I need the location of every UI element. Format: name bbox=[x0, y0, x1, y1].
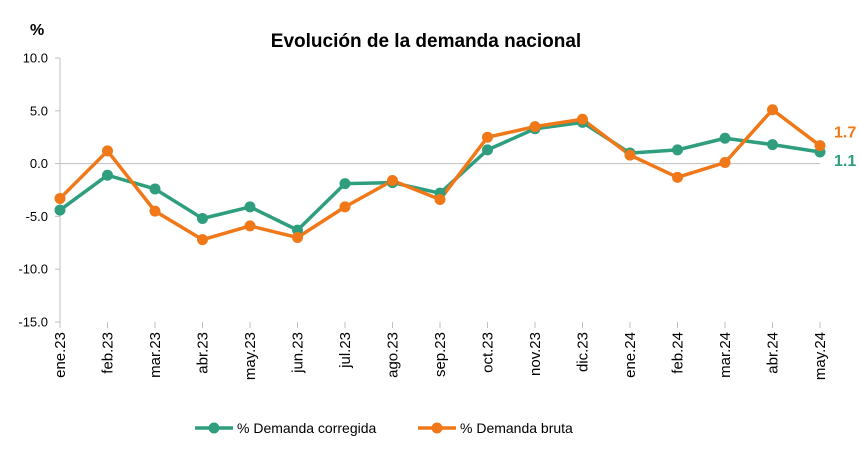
data-point bbox=[292, 232, 303, 244]
data-point bbox=[149, 205, 161, 217]
y-axis-ticks: -15.0 -10.0 -5.0 0.0 5.0 10.0 bbox=[18, 51, 60, 330]
data-point bbox=[672, 144, 683, 156]
x-tick-label: feb.23 bbox=[100, 332, 117, 374]
series-points bbox=[54, 104, 826, 246]
x-tick-label: nov.23 bbox=[527, 332, 544, 376]
series-lines bbox=[58, 107, 822, 242]
series-line-0 bbox=[58, 120, 821, 232]
y-tick-label: 5.0 bbox=[30, 103, 48, 118]
legend-label: % Demanda bruta bbox=[460, 420, 573, 436]
data-point bbox=[197, 213, 208, 225]
x-tick-label: dic.23 bbox=[575, 332, 592, 372]
x-tick-label: abr.23 bbox=[195, 332, 212, 374]
data-point bbox=[244, 201, 256, 213]
legend-label: % Demanda corregida bbox=[237, 420, 377, 436]
x-tick-label: abr.24 bbox=[765, 332, 782, 374]
data-point bbox=[529, 121, 541, 133]
x-tick-label: feb.24 bbox=[670, 332, 687, 374]
y-tick-label: -10.0 bbox=[18, 262, 48, 277]
x-tick-label: mar.23 bbox=[147, 332, 164, 378]
data-point bbox=[577, 113, 588, 125]
data-point bbox=[814, 140, 826, 152]
y-unit-label: % bbox=[30, 22, 44, 39]
x-tick-label: jul.23 bbox=[337, 332, 354, 369]
x-tick-label: ene.23 bbox=[52, 332, 69, 378]
x-tick-label: oct.23 bbox=[480, 332, 497, 373]
y-tick-label: -15.0 bbox=[18, 315, 48, 330]
data-point bbox=[624, 149, 636, 161]
data-point bbox=[482, 144, 493, 156]
chart-title: Evolución de la demanda nacional bbox=[271, 31, 581, 52]
axes bbox=[59, 58, 820, 322]
x-tick-label: mar.24 bbox=[717, 332, 734, 378]
x-tick-label: jun.23 bbox=[290, 332, 307, 374]
data-point bbox=[719, 157, 731, 169]
x-tick-label: may.24 bbox=[812, 332, 829, 380]
data-point bbox=[339, 178, 351, 190]
data-point bbox=[767, 139, 778, 151]
data-point bbox=[482, 131, 493, 143]
data-point bbox=[102, 169, 113, 181]
data-point bbox=[197, 234, 208, 246]
x-axis-ticks: ene.23 feb.23 mar.23 abr.23 may.23 jun.23 jul.… bbox=[52, 322, 829, 380]
y-tick-label: -5.0 bbox=[26, 209, 48, 224]
data-point bbox=[149, 183, 161, 195]
y-tick-label: 10.0 bbox=[23, 51, 48, 66]
series-line-1 bbox=[58, 107, 822, 242]
x-tick-label: sep.23 bbox=[432, 332, 449, 377]
end-labels: 1.1 1.7 bbox=[834, 125, 856, 170]
end-value-label: 1.7 bbox=[834, 125, 856, 142]
data-point bbox=[244, 220, 256, 232]
data-point bbox=[387, 174, 398, 186]
legend-marker bbox=[431, 422, 443, 434]
data-point bbox=[719, 132, 731, 144]
data-point bbox=[339, 201, 351, 213]
legend-marker bbox=[208, 422, 220, 434]
data-point bbox=[102, 145, 113, 157]
data-point bbox=[54, 204, 66, 216]
y-tick-label: 0.0 bbox=[30, 156, 48, 171]
data-point bbox=[54, 192, 66, 204]
x-tick-label: ene.24 bbox=[622, 332, 639, 378]
legend: % Demanda corregida % Demanda bruta bbox=[195, 420, 573, 436]
x-tick-label: may.23 bbox=[242, 332, 259, 380]
data-point bbox=[672, 171, 683, 183]
x-tick-label: ago.23 bbox=[385, 332, 402, 378]
end-value-label: 1.1 bbox=[834, 153, 856, 170]
data-point bbox=[767, 104, 778, 116]
data-point bbox=[434, 194, 446, 206]
